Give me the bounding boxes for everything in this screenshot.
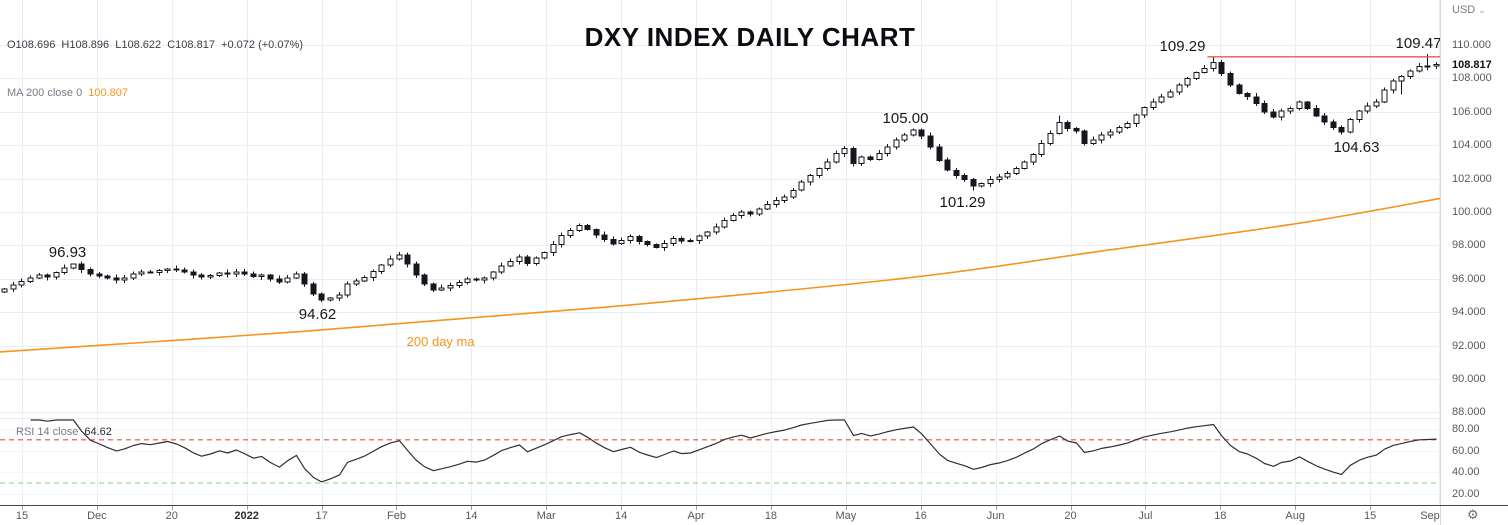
price-tick-label: 106.000 (1452, 105, 1492, 118)
time-tick-label: Sep (1420, 510, 1440, 522)
price-annotation: 109.47 (1395, 34, 1442, 52)
price-tick-label: 100.000 (1452, 206, 1492, 218)
price-annotation: 101.29 (939, 194, 986, 212)
time-tick-label: 18 (1214, 510, 1227, 522)
price-tick-label: 110.000 (1452, 39, 1491, 51)
time-tick-mark (1370, 506, 1371, 510)
rsi-tick-label: 20.00 (1452, 487, 1480, 500)
time-tick-label: 18 (764, 510, 778, 522)
price-tick-label: 98.000 (1452, 239, 1486, 252)
time-tick-label: Dec (87, 510, 107, 522)
time-tick-label: Jul (1138, 510, 1153, 522)
price-annotation: 104.63 (1333, 138, 1380, 156)
time-tick-mark (696, 506, 697, 510)
time-tick-mark (22, 506, 23, 510)
time-tick-label: 14 (615, 510, 628, 522)
price-tick-label: 108.000 (1452, 72, 1492, 85)
time-tick-label: 16 (914, 510, 927, 522)
price-annotation: 105.00 (882, 109, 929, 127)
price-tick-label: 90.000 (1452, 373, 1486, 385)
ma-legend: MA 200 close 0 100.807 (7, 85, 303, 101)
axis-border (1440, 0, 1441, 525)
ma-legend-label: MA 200 close 0 (7, 87, 83, 99)
ohlc-values: O108.696 H108.896 L108.622 C108.817 +0.0… (7, 39, 304, 51)
time-tick-mark (322, 506, 323, 510)
price-tick-label: 94.000 (1452, 306, 1486, 319)
price-tick-label: 104.000 (1452, 139, 1492, 152)
gear-icon[interactable]: ⚙ (1467, 507, 1479, 522)
price-axis[interactable]: USD ⌄ 110.000 108.000 106.000 104.000 102.000… (1441, 0, 1508, 505)
time-tick-label: 20 (1064, 510, 1077, 522)
time-tick-mark (546, 506, 547, 510)
time-tick-label: 20 (165, 510, 178, 522)
time-tick-mark (1145, 506, 1146, 510)
pane-divider[interactable] (0, 418, 1440, 419)
time-tick-label: Jun (986, 510, 1005, 522)
rsi-legend-label: RSI 14 close (16, 426, 79, 438)
time-tick-mark (771, 506, 772, 510)
time-axis-border (0, 505, 1508, 506)
rsi-tick-label: 40.00 (1452, 466, 1480, 479)
rsi-legend: RSI 14 close 64.62 (16, 426, 112, 438)
time-tick-mark (247, 506, 248, 510)
time-tick-mark (471, 506, 472, 510)
rsi-tick-label: 80.00 (1452, 423, 1480, 435)
time-tick-label: Mar (536, 510, 556, 522)
price-annotation: 96.93 (48, 244, 87, 262)
axis-corner: ⚙ (1441, 506, 1508, 525)
price-tick-label: 88.000 (1452, 406, 1486, 419)
price-tick-label: 92.000 (1452, 339, 1486, 352)
time-tick-mark (1220, 506, 1221, 510)
time-tick-mark (97, 506, 98, 510)
price-annotation: 109.29 (1159, 37, 1206, 55)
currency-selector[interactable]: USD ⌄ (1452, 4, 1486, 16)
chart-title: DXY INDEX DAILY CHART (584, 22, 916, 52)
time-tick-label: May (835, 510, 857, 522)
chart-plot-area[interactable] (0, 0, 1508, 506)
time-tick-mark (921, 506, 922, 510)
price-annotation: 94.62 (298, 305, 337, 323)
gridlines (0, 0, 1440, 505)
time-tick-mark (1071, 506, 1072, 510)
time-tick-label: Apr (687, 510, 705, 522)
rsi-tick-label: 60.00 (1452, 444, 1480, 457)
last-price-label: 108.817 (1447, 57, 1505, 73)
price-tick-label: 96.000 (1452, 272, 1486, 285)
ma200-line (0, 197, 1441, 353)
ohlc-legend: O108.696 H108.896 L108.622 C108.817 +0.0… (7, 5, 303, 133)
currency-label: USD (1452, 4, 1476, 16)
time-tick-mark (1295, 506, 1296, 510)
rsi-legend-value: 64.62 (84, 426, 112, 438)
time-tick-mark (396, 506, 397, 510)
time-tick-mark (996, 506, 997, 510)
time-tick-label: 14 (465, 510, 478, 522)
chevron-down-icon: ⌄ (1478, 5, 1486, 15)
time-tick-label: 2022 (234, 510, 259, 522)
time-axis[interactable]: 15 Dec 20 2022 17 Feb 14 Mar 14 Apr 18 May 16 Jun 20 Ju… (0, 506, 1446, 525)
time-tick-label: Feb (386, 510, 406, 522)
rsi-line (30, 419, 1437, 483)
time-tick-mark (172, 506, 173, 510)
ma200-chart-label: 200 day ma (406, 334, 475, 350)
ma-legend-value: 100.807 (88, 87, 128, 99)
candles (1, 53, 1440, 302)
time-tick-mark (846, 506, 847, 510)
time-tick-mark (621, 506, 622, 510)
time-tick-label: 17 (315, 510, 328, 522)
time-tick-label: Aug (1285, 510, 1305, 522)
time-tick-label: 15 (15, 510, 29, 522)
time-tick-label: 15 (1363, 510, 1377, 522)
price-tick-label: 102.000 (1452, 172, 1492, 185)
